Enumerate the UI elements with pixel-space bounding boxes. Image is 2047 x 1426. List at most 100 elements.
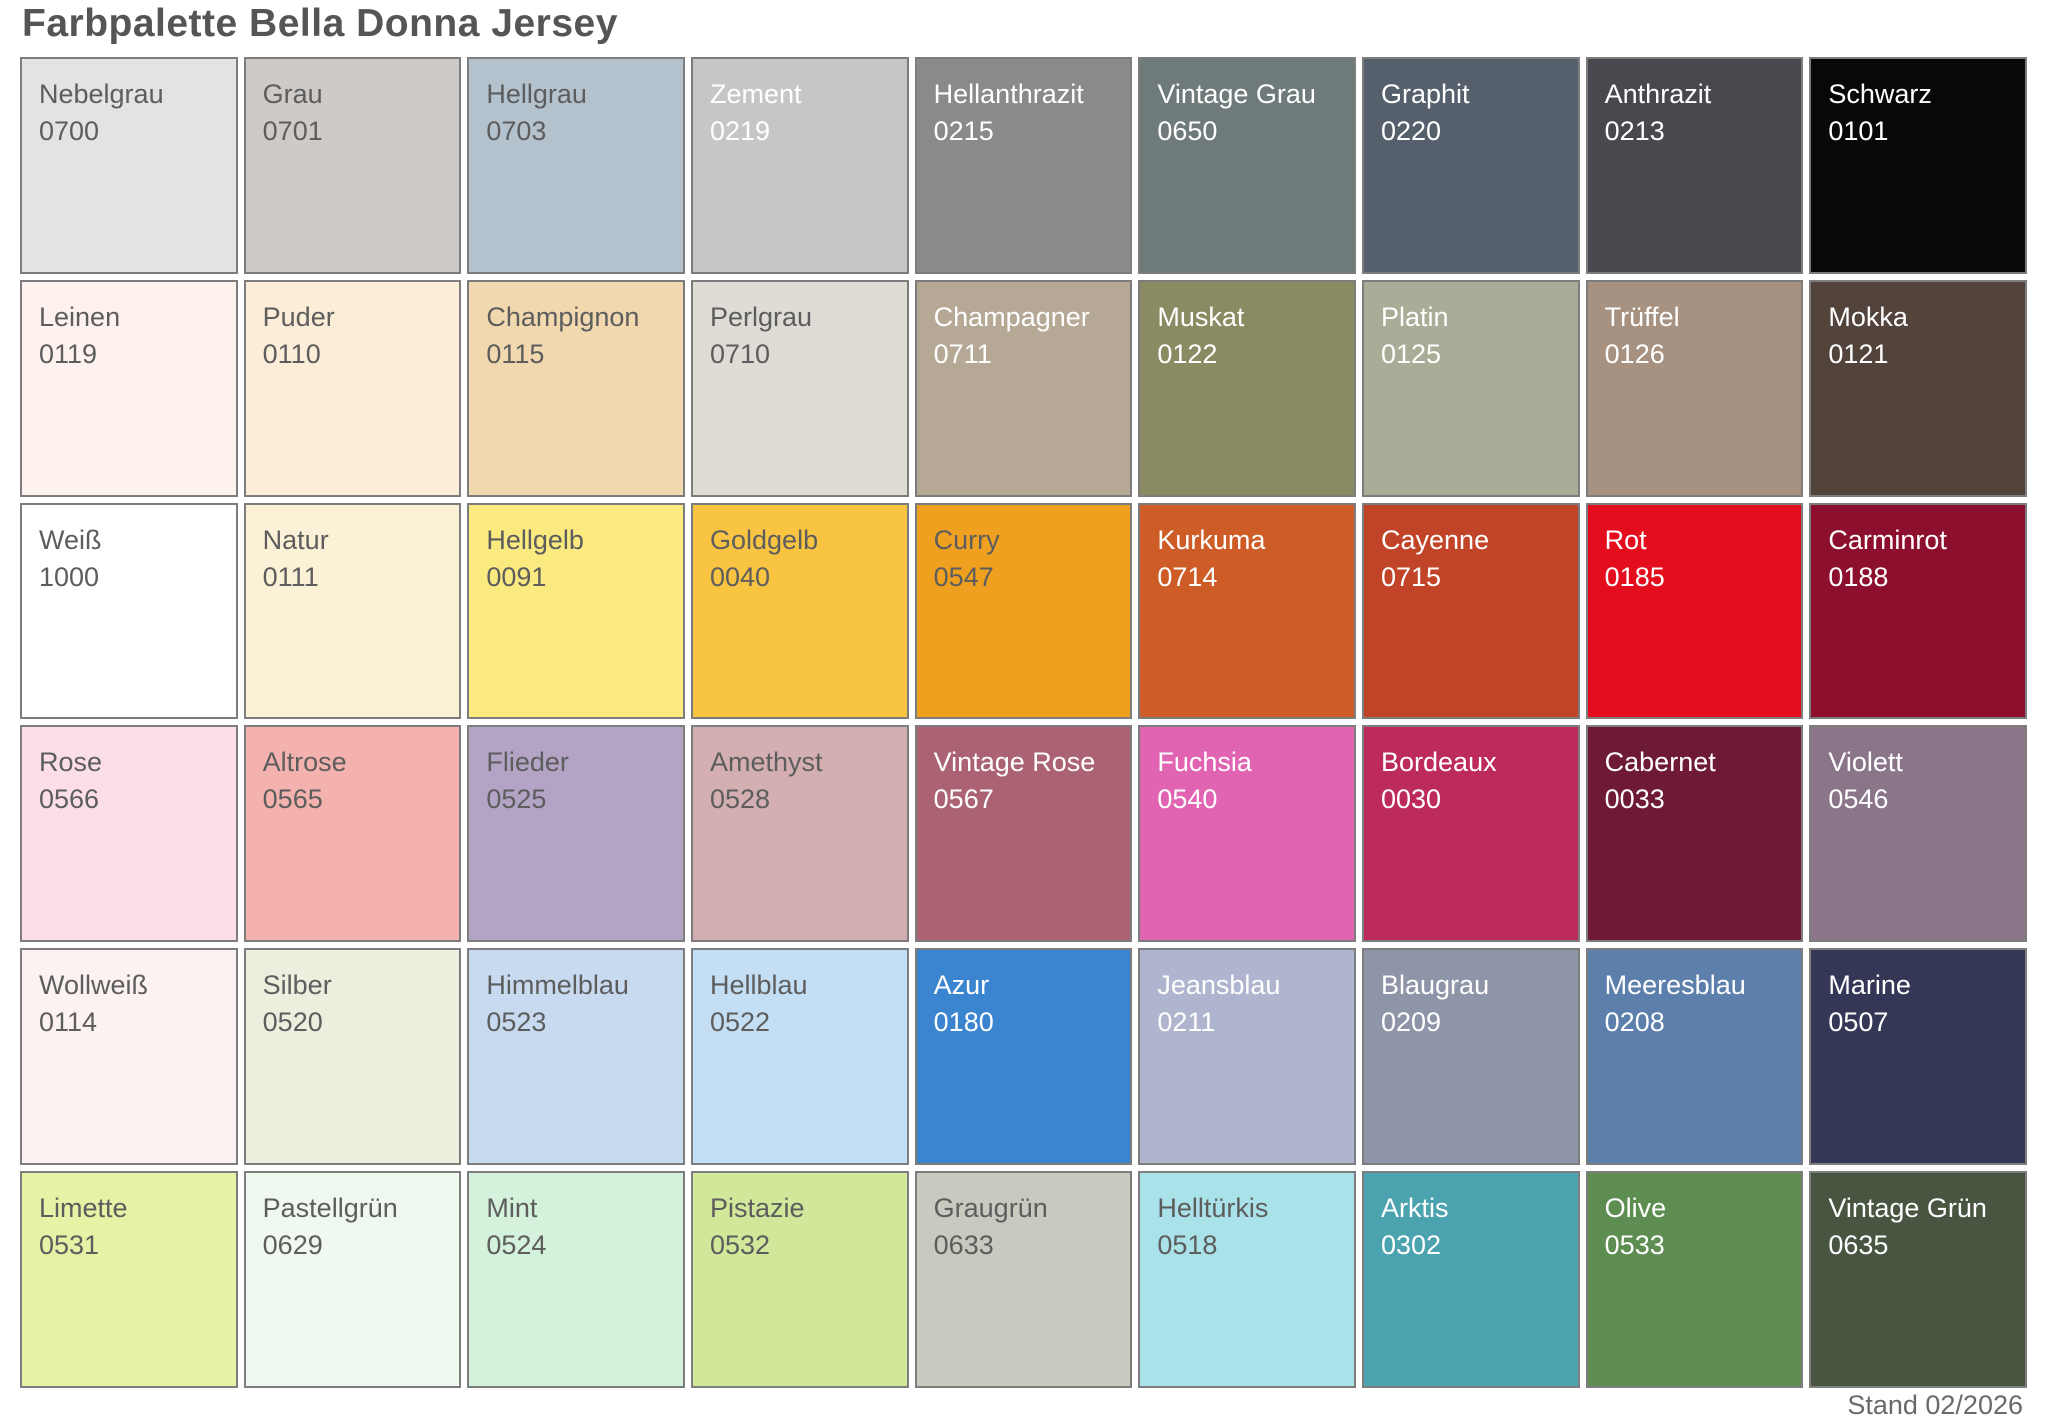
color-swatch: Mint 0524: [467, 1171, 685, 1388]
swatch-name-label: Pistazie: [710, 1193, 805, 1224]
swatch-name-label: Azur: [933, 970, 990, 1001]
swatch-name-label: Hellgelb: [486, 524, 584, 555]
swatch-name-label: Himmelblau: [486, 970, 629, 1001]
swatch-code-label: 0209: [1381, 1007, 1442, 1038]
swatch-code-label: 0703: [486, 116, 547, 146]
swatch-name-label: Cabernet: [1604, 747, 1716, 778]
color-swatch: Trüffel 0126: [1585, 279, 1804, 497]
swatch-name-label: Pastellgrün: [262, 1193, 398, 1224]
swatch-code-label: 0033: [1604, 784, 1665, 815]
color-swatch: Hellgrau 0703: [467, 57, 685, 274]
swatch-name-label: Bordeaux: [1381, 747, 1497, 778]
swatch-code-label: 0629: [262, 1230, 323, 1261]
swatch-code-label: 0119: [39, 338, 98, 369]
swatch-code-label: 0566: [39, 784, 100, 815]
swatch-name-label: Silber: [262, 970, 332, 1001]
swatch-code-label: 0710: [710, 338, 771, 369]
swatch-name-label: Carminrot: [1828, 524, 1947, 555]
color-swatch: Champignon 0115: [467, 279, 685, 497]
color-swatch: Altrose 0565: [243, 725, 462, 943]
swatch-code-label: 0121: [1828, 338, 1889, 369]
color-swatch: Zement 0219: [691, 57, 909, 274]
color-swatch: Curry 0547: [914, 502, 1133, 720]
color-swatch: Vintage Rose 0567: [914, 725, 1133, 943]
color-swatch: Graugrün 0633: [914, 1171, 1133, 1388]
swatch-name-label: Puder: [262, 301, 335, 332]
color-swatch: Rot 0185: [1585, 502, 1804, 720]
swatch-name-label: Meeresblau: [1604, 970, 1746, 1001]
swatch-name-label: Trüffel: [1604, 301, 1680, 332]
swatch-code-label: 0126: [1604, 338, 1665, 369]
color-swatch: Carminrot 0188: [1809, 502, 2027, 720]
color-swatch: Meeresblau 0208: [1585, 948, 1804, 1166]
swatch-name-label: Vintage Grau: [1157, 79, 1316, 109]
color-swatch: Vintage Grau 0650: [1138, 57, 1356, 274]
color-swatch: Pistazie 0532: [691, 1171, 909, 1388]
color-swatch: Kurkuma 0714: [1138, 502, 1356, 720]
color-swatch: Flieder 0525: [467, 725, 685, 943]
color-swatch: Hellanthrazit 0215: [914, 57, 1133, 274]
swatch-name-label: Curry: [933, 524, 1000, 555]
swatch-name-label: Zement: [710, 79, 802, 109]
color-swatch: Hellgelb 0091: [467, 502, 685, 720]
color-swatch: Rose 0566: [20, 725, 238, 943]
swatch-code-label: 0714: [1157, 561, 1218, 592]
swatch-name-label: Nebelgrau: [39, 79, 164, 109]
swatch-name-label: Muskat: [1157, 301, 1245, 332]
swatch-code-label: 0635: [1828, 1230, 1889, 1261]
swatch-code-label: 0525: [486, 784, 547, 815]
swatch-code-label: 0302: [1381, 1230, 1442, 1261]
swatch-name-label: Kurkuma: [1157, 524, 1266, 555]
swatch-name-label: Wollweiß: [39, 970, 149, 1001]
swatch-name-label: Platin: [1381, 301, 1449, 332]
swatch-code-label: 0115: [486, 338, 545, 369]
color-swatch: Weiß 1000: [20, 502, 238, 720]
color-swatch: Muskat 0122: [1138, 279, 1356, 497]
swatch-name-label: Cayenne: [1381, 524, 1490, 555]
swatch-code-label: 0547: [933, 561, 994, 592]
swatch-code-label: 0213: [1604, 116, 1665, 146]
color-swatch: Olive 0533: [1585, 1171, 1804, 1388]
swatch-name-label: Mokka: [1828, 301, 1908, 332]
page-title: Farbpalette Bella Donna Jersey: [22, 2, 618, 45]
color-swatch: Helltürkis 0518: [1138, 1171, 1356, 1388]
swatch-code-label: 0711: [933, 338, 992, 369]
swatch-code-label: 0528: [710, 784, 771, 815]
swatch-code-label: 0111: [262, 561, 319, 592]
swatch-code-label: 0110: [262, 338, 321, 369]
swatch-name-label: Violett: [1828, 747, 1903, 778]
color-swatch: Limette 0531: [20, 1171, 238, 1388]
swatch-code-label: 0507: [1828, 1007, 1889, 1038]
swatch-code-label: 0220: [1381, 116, 1442, 146]
color-swatch: Silber 0520: [243, 948, 462, 1166]
swatch-code-label: 0701: [262, 116, 323, 146]
swatch-code-label: 0122: [1157, 338, 1218, 369]
swatch-code-label: 0520: [262, 1007, 323, 1038]
color-swatch: Pastellgrün 0629: [243, 1171, 462, 1388]
swatch-name-label: Olive: [1604, 1193, 1667, 1224]
swatch-code-label: 0101: [1828, 116, 1889, 146]
swatch-code-label: 0532: [710, 1230, 771, 1261]
color-swatch: Mokka 0121: [1809, 279, 2027, 497]
swatch-name-label: Amethyst: [710, 747, 823, 778]
swatch-code-label: 0030: [1381, 784, 1442, 815]
swatch-code-label: 1000: [39, 561, 100, 592]
palette-grid: Nebelgrau 0700 Grau 0701 Hellgrau 0703 Z…: [20, 57, 2027, 1388]
swatch-name-label: Rot: [1604, 524, 1647, 555]
color-swatch: Grau 0701: [243, 57, 462, 274]
swatch-name-label: Limette: [39, 1193, 128, 1224]
color-swatch: Himmelblau 0523: [467, 948, 685, 1166]
swatch-code-label: 0546: [1828, 784, 1889, 815]
color-swatch: Perlgrau 0710: [691, 279, 909, 497]
swatch-name-label: Champignon: [486, 301, 640, 332]
swatch-name-label: Hellblau: [710, 970, 808, 1001]
swatch-name-label: Weiß: [39, 524, 102, 555]
color-swatch: Graphit 0220: [1362, 57, 1580, 274]
color-swatch: Fuchsia 0540: [1138, 725, 1356, 943]
swatch-name-label: Fuchsia: [1157, 747, 1252, 778]
swatch-code-label: 0091: [486, 561, 547, 592]
swatch-code-label: 0633: [933, 1230, 994, 1261]
version-date: Stand 02/2026: [1847, 1390, 2023, 1420]
swatch-code-label: 0715: [1381, 561, 1442, 592]
color-swatch: Cabernet 0033: [1585, 725, 1804, 943]
